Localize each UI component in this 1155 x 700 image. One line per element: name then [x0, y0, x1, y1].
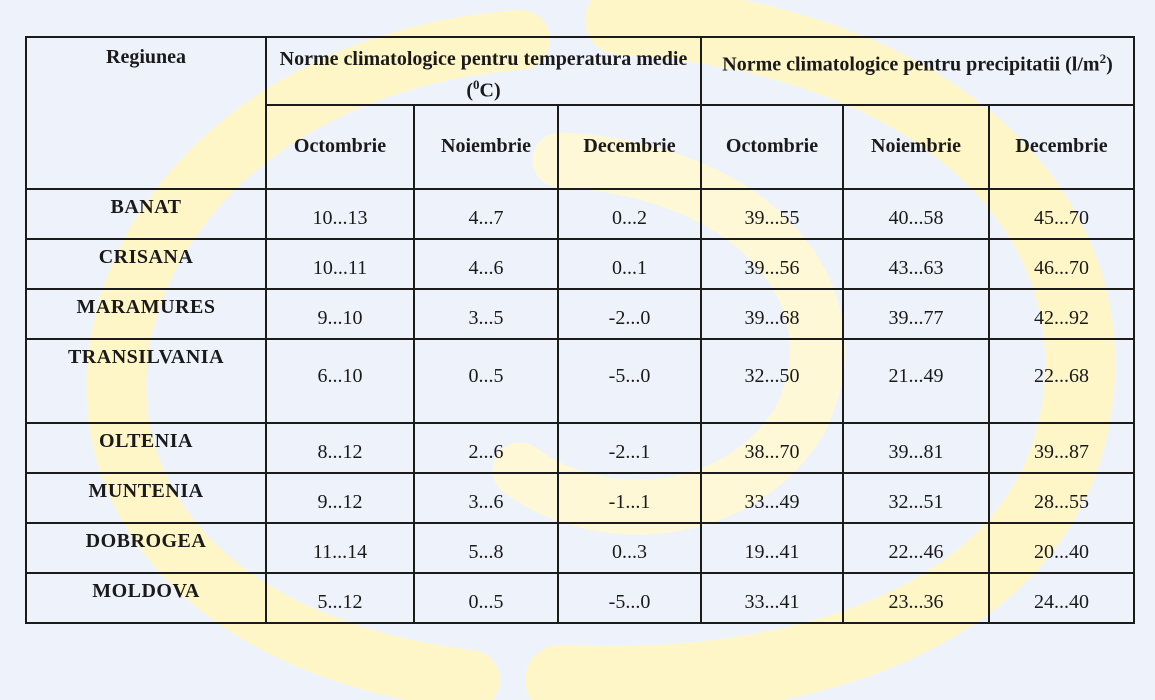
- temp-oct-cell: 8...12: [265, 421, 415, 474]
- temp-nov-cell: 0...5: [413, 571, 559, 624]
- header-precipitation-sup: 2: [1099, 51, 1107, 66]
- precip-nov-cell: 22...46: [842, 521, 990, 574]
- temp-dec-cell: 0...2: [557, 187, 702, 240]
- header-temperature-sup: 0: [473, 77, 480, 92]
- header-month-precip-oct: Octombrie: [700, 103, 844, 190]
- precip-nov-cell: 21...49: [842, 337, 990, 424]
- table-row: OLTENIA 8...12 2...6 -2...1 38...70 39..…: [25, 421, 1136, 474]
- temp-oct-cell: 5...12: [265, 571, 415, 624]
- precip-dec-cell: 42...92: [987, 287, 1136, 340]
- region-cell: MOLDOVA: [25, 571, 267, 624]
- table-row: MARAMURES 9...10 3...5 -2...0 39...68 39…: [25, 287, 1136, 340]
- precip-dec-cell: 46...70: [987, 237, 1136, 290]
- temp-dec-cell: -1...1: [557, 471, 702, 524]
- header-precipitation-close: ): [1106, 53, 1113, 76]
- precip-dec-cell: 24...40: [987, 571, 1136, 624]
- precip-oct-cell: 19...41: [700, 521, 844, 574]
- precip-dec-cell: 22...68: [987, 337, 1136, 424]
- temp-oct-cell: 11...14: [265, 521, 415, 574]
- precip-nov-cell: 43...63: [842, 237, 990, 290]
- region-cell: BANAT: [25, 187, 267, 240]
- temp-nov-cell: 4...7: [413, 187, 559, 240]
- header-month-precip-nov: Noiembrie: [842, 103, 990, 190]
- climate-norms-table: Regiunea Norme climatologice pentru temp…: [25, 36, 1136, 624]
- temp-oct-cell: 10...11: [265, 237, 415, 290]
- temp-oct-cell: 6...10: [265, 337, 415, 424]
- precip-nov-cell: 32...51: [842, 471, 990, 524]
- temp-nov-cell: 3...5: [413, 287, 559, 340]
- temp-dec-cell: 0...1: [557, 237, 702, 290]
- precip-oct-cell: 39...55: [700, 187, 844, 240]
- temp-dec-cell: -2...0: [557, 287, 702, 340]
- precip-dec-cell: 45...70: [987, 187, 1136, 240]
- region-cell: MARAMURES: [25, 287, 267, 340]
- precip-nov-cell: 40...58: [842, 187, 990, 240]
- table-row: BANAT 10...13 4...7 0...2 39...55 40...5…: [25, 187, 1136, 240]
- table-row: TRANSILVANIA 6...10 0...5 -5...0 32...50…: [25, 337, 1136, 424]
- precip-nov-cell: 39...81: [842, 421, 990, 474]
- precip-oct-cell: 32...50: [700, 337, 844, 424]
- header-precipitation-group: Norme climatologice pentru precipitatii …: [699, 36, 1136, 106]
- temp-oct-cell: 9...12: [265, 471, 415, 524]
- temp-nov-cell: 0...5: [413, 337, 559, 424]
- precip-nov-cell: 39...77: [842, 287, 990, 340]
- header-region: Regiunea: [25, 36, 267, 190]
- temp-dec-cell: 0...3: [557, 521, 702, 574]
- precip-oct-cell: 33...49: [700, 471, 844, 524]
- header-month-temp-nov: Noiembrie: [413, 103, 559, 190]
- temp-dec-cell: -2...1: [557, 421, 702, 474]
- precip-dec-cell: 39...87: [987, 421, 1136, 474]
- temp-nov-cell: 5...8: [413, 521, 559, 574]
- header-temperature-unit: C): [479, 79, 501, 102]
- header-temperature-group: Norme climatologice pentru temperatura m…: [265, 36, 702, 106]
- table-row: MUNTENIA 9...12 3...6 -1...1 33...49 32.…: [25, 471, 1136, 524]
- header-month-precip-dec: Decembrie: [987, 103, 1136, 190]
- precip-oct-cell: 33...41: [700, 571, 844, 624]
- precip-dec-cell: 28...55: [987, 471, 1136, 524]
- region-cell: TRANSILVANIA: [25, 337, 267, 424]
- region-cell: MUNTENIA: [25, 471, 267, 524]
- precip-oct-cell: 38...70: [700, 421, 844, 474]
- header-temperature-text: Norme climatologice pentru temperatura m…: [279, 48, 688, 102]
- table-row: CRISANA 10...11 4...6 0...1 39...56 43..…: [25, 237, 1136, 290]
- header-month-temp-dec: Decembrie: [557, 103, 702, 190]
- region-cell: OLTENIA: [25, 421, 267, 474]
- precip-dec-cell: 20...40: [987, 521, 1136, 574]
- temp-nov-cell: 4...6: [413, 237, 559, 290]
- precip-oct-cell: 39...68: [700, 287, 844, 340]
- header-month-temp-oct: Octombrie: [265, 103, 415, 190]
- header-precipitation-text: Norme climatologice pentru precipitatii …: [722, 53, 1100, 76]
- precip-oct-cell: 39...56: [700, 237, 844, 290]
- table-row: DOBROGEA 11...14 5...8 0...3 19...41 22.…: [25, 521, 1136, 574]
- table-row: MOLDOVA 5...12 0...5 -5...0 33...41 23..…: [25, 571, 1136, 624]
- temp-nov-cell: 2...6: [413, 421, 559, 474]
- temp-dec-cell: -5...0: [557, 337, 702, 424]
- region-cell: CRISANA: [25, 237, 267, 290]
- precip-nov-cell: 23...36: [842, 571, 990, 624]
- region-cell: DOBROGEA: [25, 521, 267, 574]
- temp-nov-cell: 3...6: [413, 471, 559, 524]
- temp-oct-cell: 9...10: [265, 287, 415, 340]
- temp-oct-cell: 10...13: [265, 187, 415, 240]
- temp-dec-cell: -5...0: [557, 571, 702, 624]
